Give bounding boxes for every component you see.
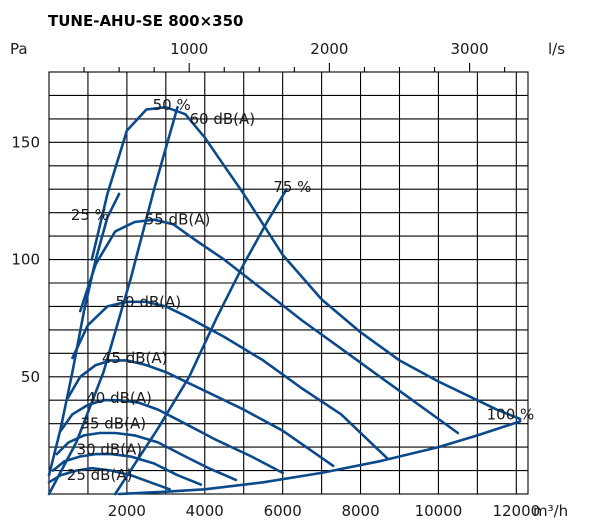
sound-curve-45	[65, 359, 335, 468]
speed-curve-50	[47, 105, 179, 496]
x-tick-label: 12000	[492, 502, 540, 520]
speed-curve-75	[113, 187, 288, 496]
curve-label: 30 dB(A)	[77, 440, 143, 458]
x-tick-label: 4000	[186, 502, 224, 520]
y-axis-unit: Pa	[10, 40, 28, 58]
chart-title: TUNE-AHU-SE 800×350	[48, 12, 243, 30]
top-tick-label: 1000	[170, 40, 208, 58]
curves	[47, 105, 522, 496]
x-tick-label: 10000	[415, 502, 463, 520]
speed-curve-25	[47, 192, 121, 477]
grid	[48, 63, 529, 495]
top-tick-label: 2000	[310, 40, 348, 58]
sound-curve-60	[90, 105, 522, 421]
x-axis-unit: m³/h	[533, 502, 568, 520]
sound-curve-30	[51, 452, 203, 486]
curve-label: 50 %	[153, 96, 191, 114]
curve-label: 45 dB(A)	[102, 349, 168, 367]
curve-label: 25 dB(A)	[67, 466, 133, 484]
tick-labels: 2000 4000 6000 8000 10000 12000 1000 2000 3000 50…	[11, 40, 540, 520]
sound-curve-35	[55, 431, 238, 482]
y-tick-label: 50	[21, 368, 40, 386]
x-tick-label: 8000	[341, 502, 379, 520]
curve-label: 50 dB(A)	[115, 293, 181, 311]
y-tick-label: 100	[11, 251, 40, 269]
speed-curve-100	[117, 419, 522, 496]
y-tick-label: 150	[11, 133, 40, 151]
curve-labels: 60 dB(A) 55 dB(A) 50 dB(A) 45 dB(A) 40 dB(A)…	[67, 96, 534, 484]
sound-curve-50	[71, 300, 390, 461]
top-axis-unit: l/s	[548, 40, 565, 58]
curve-label: 35 dB(A)	[80, 415, 146, 433]
sound-curve-40	[59, 398, 285, 475]
x-tick-label: 2000	[108, 502, 146, 520]
curve-label: 55 dB(A)	[145, 211, 211, 229]
curve-label: 40 dB(A)	[86, 389, 152, 407]
top-tick-label: 3000	[450, 40, 488, 58]
curve-label: 100 %	[487, 405, 535, 423]
curve-label: 75 %	[273, 178, 311, 196]
sound-curve-55	[78, 218, 460, 435]
curve-label: 25 %	[71, 206, 109, 224]
x-tick-label: 6000	[264, 502, 302, 520]
sound-curve-25	[47, 466, 171, 491]
curve-label: 60 dB(A)	[189, 110, 255, 128]
